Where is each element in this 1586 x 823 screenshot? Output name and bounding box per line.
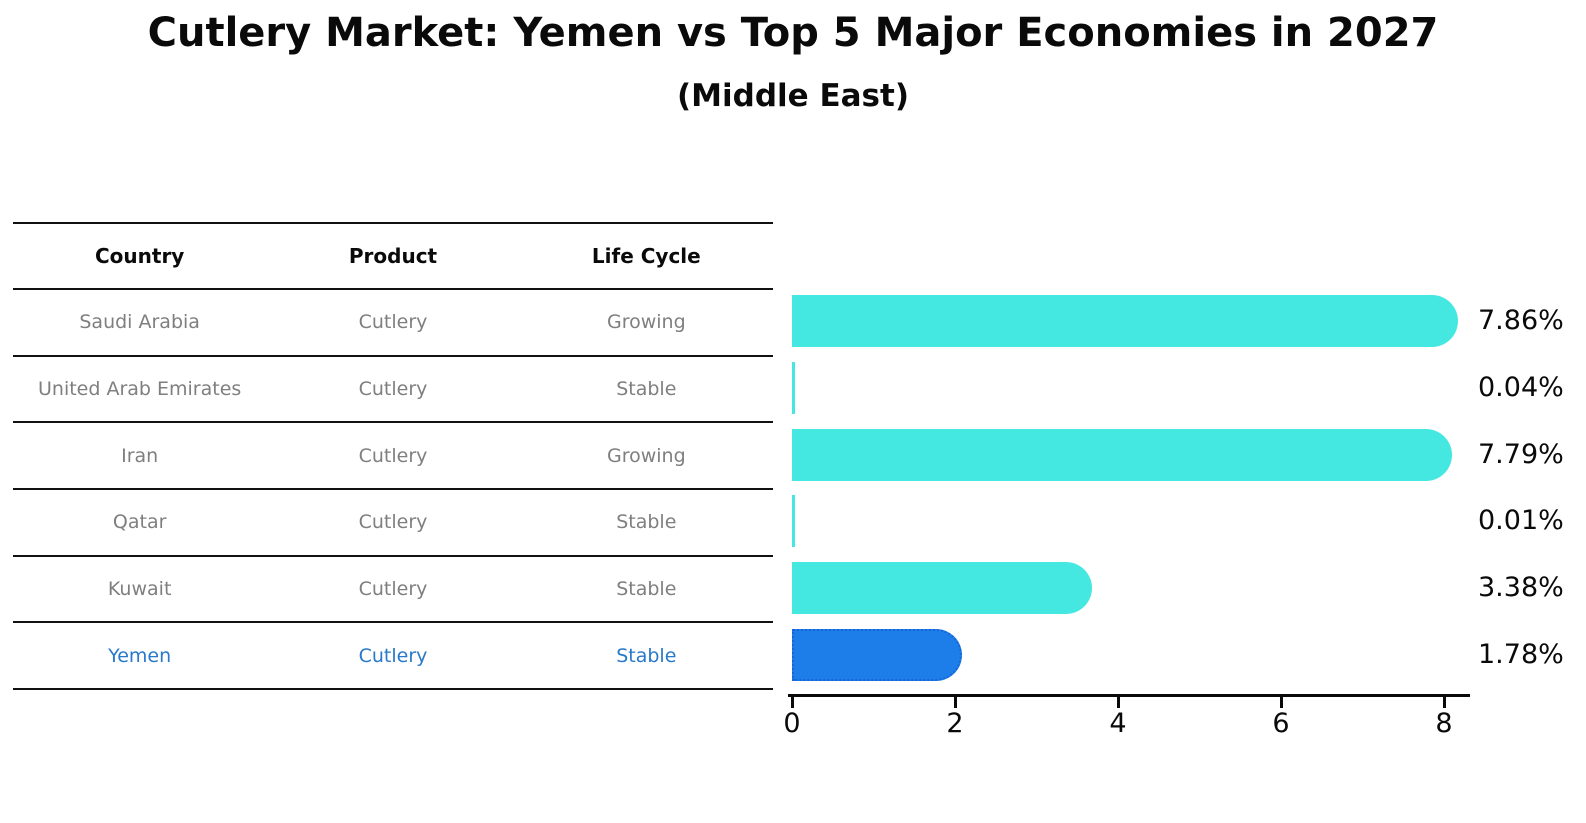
x-axis-tick-4 — [1116, 697, 1120, 708]
bar-united-arab-emirates — [792, 362, 796, 414]
life-cycle-cell: Growing — [606, 311, 686, 334]
x-axis-tick-0 — [790, 697, 794, 708]
table-row-kuwait: Kuwait Cutlery Stable — [13, 557, 773, 624]
x-axis-tick-label-6: 6 — [1272, 708, 1290, 739]
country-cell: Iran — [121, 444, 159, 467]
table-header-country: Country — [94, 244, 185, 268]
life-cycle-cell: Stable — [616, 511, 677, 534]
country-cell: Yemen — [108, 644, 172, 667]
value-label-saudi-arabia: 7.86% — [1478, 305, 1564, 337]
bar-yemen — [792, 628, 963, 681]
bar-qatar — [792, 495, 795, 548]
x-axis-tick-label-0: 0 — [783, 708, 801, 739]
x-axis-tick-label-8: 8 — [1435, 708, 1453, 739]
country-cell: Kuwait — [107, 578, 172, 601]
bar-iran — [792, 428, 1452, 481]
x-axis-line — [788, 694, 1470, 697]
table-header-product: Product — [348, 244, 438, 268]
life-cycle-cell: Stable — [616, 378, 677, 401]
life-cycle-cell: Stable — [616, 644, 677, 667]
product-cell: Cutlery — [358, 378, 428, 401]
product-cell: Cutlery — [358, 644, 428, 667]
x-axis-tick-label-2: 2 — [946, 708, 964, 739]
table-row-saudi-arabia: Saudi Arabia Cutlery Growing — [13, 290, 773, 357]
product-cell: Cutlery — [358, 578, 428, 601]
chart-subtitle: (Middle East) — [676, 78, 909, 114]
x-axis-tick-8 — [1442, 697, 1446, 708]
bar-saudi-arabia — [792, 295, 1458, 348]
value-label-kuwait: 3.38% — [1478, 572, 1564, 603]
product-cell: Cutlery — [358, 444, 428, 467]
life-cycle-cell: Stable — [616, 578, 677, 601]
table-body: Saudi Arabia Cutlery Growing United Arab Em… — [13, 290, 773, 691]
country-cell: Qatar — [112, 511, 167, 534]
product-cell: Cutlery — [358, 511, 428, 534]
country-cell: Saudi Arabia — [79, 311, 200, 334]
table-header-row: Country Product Life Cycle — [13, 224, 773, 290]
chart-title: Cutlery Market: Yemen vs Top 5 Major Eco… — [147, 10, 1439, 56]
life-cycle-cell: Growing — [606, 444, 686, 467]
value-label-yemen: 1.78% — [1478, 638, 1564, 670]
table-row-iran: Iran Cutlery Growing — [13, 423, 773, 491]
value-label-qatar: 0.01% — [1478, 505, 1564, 537]
table-row-yemen: Yemen Cutlery Stable — [13, 623, 773, 691]
x-axis-tick-label-4: 4 — [1109, 708, 1127, 739]
table-row-qatar: Qatar Cutlery Stable — [13, 490, 773, 557]
value-label-united-arab-emirates: 0.04% — [1478, 372, 1564, 403]
table-header-life-cycle: Life Cycle — [591, 244, 701, 268]
comparison-table: Country Product Life Cycle Saudi Arabia Cut… — [13, 222, 773, 691]
value-label-iran: 7.79% — [1478, 438, 1564, 470]
bar-kuwait — [792, 562, 1093, 614]
table-row-united-arab-emirates: United Arab Emirates Cutlery Stable — [13, 357, 773, 424]
x-axis-tick-2 — [953, 697, 957, 708]
product-cell: Cutlery — [358, 311, 428, 334]
country-cell: United Arab Emirates — [38, 378, 242, 401]
x-axis-tick-6 — [1279, 697, 1283, 708]
